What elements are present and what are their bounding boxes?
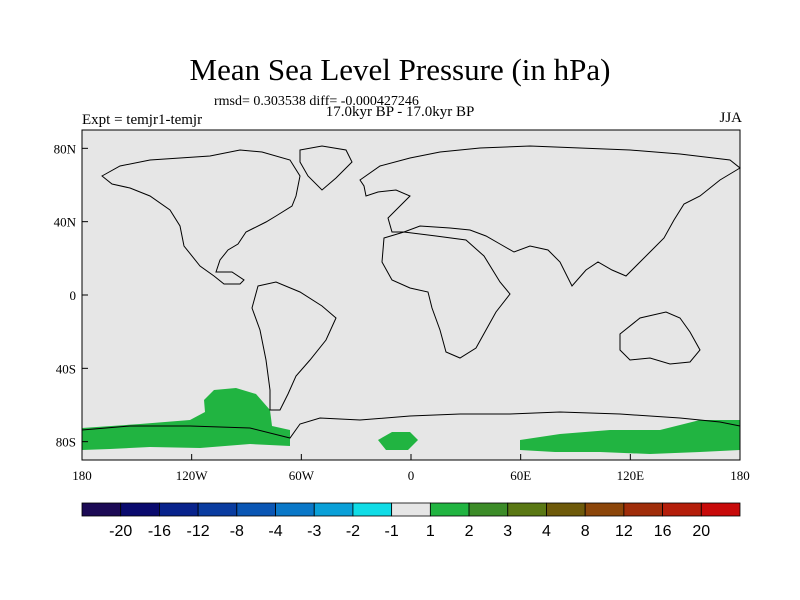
colorbar-label: 20 [692,523,710,540]
colorbar-label: -3 [307,523,321,540]
lat-tick-label: 0 [70,288,77,303]
colorbar-swatch [197,502,238,517]
lon-tick-label: 180 [730,468,750,483]
colorbar-label: 12 [615,523,633,540]
colorbar-swatch [275,502,315,517]
lon-tick-label: 180 [72,468,92,483]
lon-tick-label: 60E [510,468,531,483]
lon-tick-label: 0 [408,468,415,483]
colorbar-label: 4 [542,523,551,540]
colorbar-swatch [352,502,393,517]
anomaly-region-east [520,420,740,454]
colorbar-label: 8 [581,523,590,540]
stats-line: rmsd= 0.303538 diff= -0.000427246 [214,94,419,109]
colorbar-label: 1 [426,523,435,540]
colorbar: -20 -16 -12 -8 -4 -3 -2 -1 1 2 3 4 8 12 16 20 [81,502,741,540]
colorbar-swatch [313,502,354,517]
coast-africa [381,231,511,359]
colorbar-label: -12 [187,523,210,540]
colorbar-swatch [468,502,509,517]
coast-eurasia [359,145,741,287]
colorbar-swatch [662,502,702,517]
coastlines [81,145,741,439]
lat-axis: 80N 40N 0 40S 80S [54,141,88,450]
map-title: Mean Sea Level Pressure (in hPa) [189,52,611,87]
lat-tick-label: 40N [54,215,77,230]
colorbar-label: -16 [148,523,171,540]
anomaly-region-ross [82,388,290,450]
colorbar-swatch [584,502,625,517]
colorbar-label: -1 [385,523,399,540]
colorbar-swatch [507,502,547,517]
colorbar-label: -2 [346,523,360,540]
anomaly-region-weddell [378,432,418,450]
lat-tick-label: 80N [54,141,77,156]
coast-greenland [299,145,353,191]
lon-tick-label: 120E [617,468,645,483]
lon-tick-label: 60W [289,468,315,483]
colorbar-label: -4 [268,523,282,540]
experiment-label: Expt = temjr1-temjr [82,112,203,128]
colorbar-swatch [236,502,276,517]
season-label: JJA [719,110,742,126]
colorbar-swatch [700,502,741,517]
colorbar-label: 2 [465,523,474,540]
colorbar-label: 3 [503,523,512,540]
lon-axis: 180 120W 60W 0 60E 120E 180 [72,454,750,483]
period-label: 17.0kyr BP - 17.0kyr BP [325,104,475,120]
coast-north-america [101,149,301,285]
colorbar-label: -8 [230,523,244,540]
lon-tick-label: 120W [176,468,209,483]
colorbar-label: -20 [109,523,132,540]
coast-antarctica [81,411,741,439]
colorbar-label: 16 [654,523,672,540]
colorbar-swatch [623,502,663,517]
anomaly-fill-green [82,388,740,454]
coast-australia [619,311,701,365]
colorbar-swatch [546,502,586,517]
colorbar-swatch [159,502,199,517]
colorbar-swatch [391,502,431,517]
coast-south-america [251,281,337,411]
colorbar-swatch [81,502,122,517]
lat-tick-label: 80S [56,435,76,450]
colorbar-swatch [120,502,160,517]
map-background [82,130,740,460]
lat-tick-label: 40S [56,361,76,376]
colorbar-swatch [429,502,470,517]
